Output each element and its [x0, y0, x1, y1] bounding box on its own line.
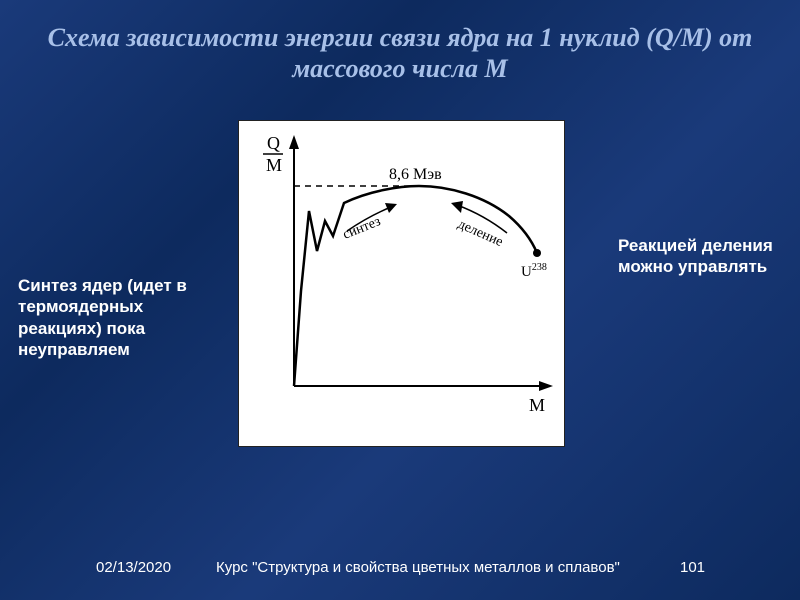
binding-energy-curve: [294, 186, 537, 386]
footer-page: 101: [680, 559, 740, 576]
binding-energy-chart: Q M M 8,6 Мэв U238 синтез деление: [238, 120, 565, 447]
slide: Схема зависимости энергии связи ядра на …: [0, 0, 800, 600]
u238-point: [533, 249, 541, 257]
y-axis-arrow: [289, 135, 299, 149]
fission-label: деление: [455, 217, 505, 250]
footer-date: 02/13/2020: [96, 559, 216, 576]
y-axis-label-q: Q: [267, 133, 280, 153]
y-axis-label-m: M: [266, 155, 282, 175]
slide-title: Схема зависимости энергии связи ядра на …: [30, 22, 770, 84]
fission-arrow-head: [451, 201, 463, 213]
synthesis-label: синтез: [341, 214, 383, 243]
footer: 02/13/2020 Курс "Структура и свойства цв…: [0, 559, 800, 576]
x-axis-label: M: [529, 395, 545, 415]
u238-label: U238: [521, 262, 547, 280]
peak-label: 8,6 Мэв: [389, 166, 442, 183]
left-caption: Синтез ядер (идет в термоядерных реакция…: [18, 275, 228, 360]
right-caption: Реакцией деления можно управлять: [618, 235, 778, 278]
chart-svg: Q M M 8,6 Мэв U238 синтез деление: [239, 121, 564, 446]
x-axis-arrow: [539, 381, 553, 391]
footer-course: Курс "Структура и свойства цветных метал…: [216, 559, 680, 576]
